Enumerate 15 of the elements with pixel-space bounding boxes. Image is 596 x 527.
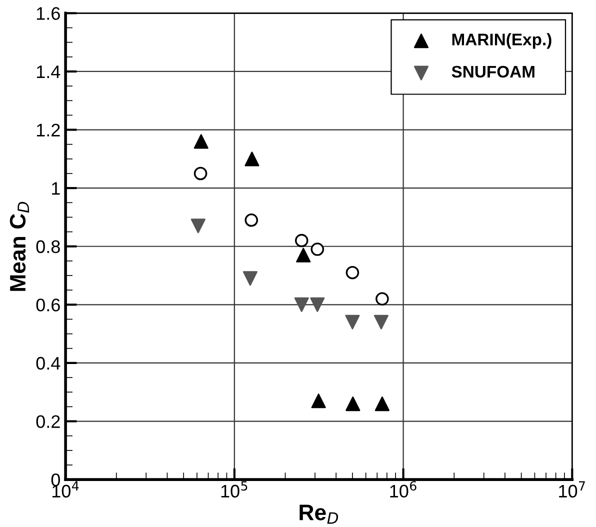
- y-tick-label: 1.2: [36, 124, 60, 136]
- y-tick-label: 0.6: [36, 298, 60, 312]
- x-tick-label: 10$^{6}$: [390, 481, 416, 498]
- x-tick-label: 10$^{5}$: [221, 481, 248, 498]
- legend-label: MARIN(Exp.): [452, 33, 552, 49]
- x-tick-label: 10$^{7}$: [559, 481, 585, 498]
- y-tick-label: 1.4: [36, 66, 60, 78]
- y-axis-title: Mean C$_{D}$: [10, 202, 30, 291]
- y-tick-label: 0.2: [36, 415, 60, 428]
- x-axis-title: Re$_{D}$: [300, 504, 338, 524]
- y-tick-label: 0.8: [36, 240, 60, 254]
- y-tick-label: 0.4: [36, 356, 60, 370]
- legend-label: SNUFOAM: [452, 66, 534, 78]
- y-tick-label: 1.6: [36, 7, 60, 20]
- y-tick-label: 1: [52, 182, 60, 195]
